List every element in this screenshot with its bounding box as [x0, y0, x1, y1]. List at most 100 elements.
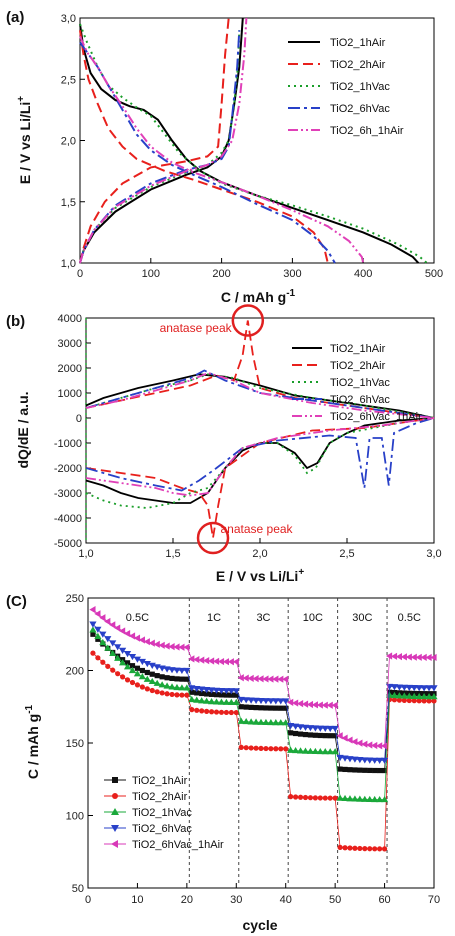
data-point [164, 675, 170, 681]
rate-label: 1C [207, 612, 221, 624]
data-point [120, 674, 126, 680]
y-tick-label: 50 [72, 883, 84, 895]
panel-a-series [79, 17, 428, 264]
data-point [158, 681, 166, 688]
data-point [163, 666, 171, 673]
data-point [425, 685, 433, 692]
panel-c: (C) 0 10 20 30 40 50 60 70 50 100 150 200 250 0.5C 1… [6, 593, 440, 933]
data-point [272, 719, 280, 726]
y-tick-label: 100 [66, 811, 84, 823]
data-point [153, 640, 160, 648]
data-point [283, 746, 289, 752]
data-point [326, 748, 334, 755]
data-point [109, 640, 117, 647]
data-point [198, 697, 206, 704]
data-point [217, 687, 226, 695]
data-point [415, 653, 422, 661]
data-point [149, 671, 155, 677]
data-point [217, 698, 226, 705]
data-point [179, 676, 185, 682]
panel-c-y-label: C / mAh g-1 [24, 704, 41, 779]
panel-c-x-label: cycle [242, 917, 277, 933]
panel-a-frame [79, 17, 435, 264]
data-point [337, 766, 343, 772]
annotation-label: anatase peak [160, 321, 233, 335]
y-tick-label: -5000 [54, 538, 82, 550]
data-point [212, 657, 220, 665]
data-point [247, 674, 254, 682]
series-markers-TiO2_1hAir [90, 631, 437, 774]
data-point [237, 674, 244, 682]
data-point [287, 698, 294, 706]
data-point [237, 717, 245, 724]
x-tick-label: 10 [131, 894, 143, 906]
panel-b-y-ticks: -5000 -4000 -3000 -2000 -1000 0 1000 2000 3000 40… [54, 313, 91, 550]
data-point [252, 675, 259, 683]
data-point [405, 684, 413, 692]
data-point [342, 766, 348, 773]
data-point [376, 757, 384, 764]
data-point [183, 667, 191, 675]
panel-b-series [85, 318, 435, 543]
data-point [262, 675, 269, 683]
data-point [371, 757, 379, 764]
data-point [336, 732, 343, 740]
data-point [390, 652, 398, 660]
data-point [366, 741, 373, 749]
data-point [262, 698, 270, 705]
data-point [376, 795, 384, 803]
data-point [227, 698, 235, 705]
data-point [194, 690, 200, 696]
data-point [123, 651, 132, 658]
y-tick-label: 1,5 [61, 197, 76, 209]
data-point [104, 636, 112, 643]
legend-item: TiO2_1hAir [132, 775, 188, 787]
data-point [431, 698, 437, 704]
data-point [307, 732, 314, 738]
data-point [138, 673, 146, 680]
data-point [144, 686, 150, 692]
y-tick-label: 1000 [58, 388, 82, 400]
data-point [346, 756, 354, 763]
y-tick-label: 0 [76, 413, 82, 425]
data-point [302, 794, 309, 801]
x-tick-label: 50 [329, 894, 341, 906]
legend-item: TiO2_2hAir [132, 791, 188, 803]
data-point [321, 748, 329, 755]
data-point [212, 698, 221, 705]
y-tick-label: 150 [66, 738, 84, 750]
data-point [390, 684, 399, 691]
data-point [307, 795, 314, 801]
data-point [273, 746, 279, 752]
series-line-TiO2_6h_1hAir-charge [79, 17, 248, 264]
x-tick-label: 100 [142, 268, 160, 280]
data-point [356, 739, 363, 747]
data-point [367, 767, 373, 774]
data-point [257, 718, 265, 725]
data-point [361, 740, 368, 748]
y-tick-label: 1,0 [61, 258, 76, 270]
data-point [203, 687, 211, 694]
data-point [228, 709, 234, 716]
x-tick-label: 1,5 [165, 548, 180, 560]
data-point [381, 767, 388, 774]
data-point [331, 748, 339, 755]
data-point [411, 698, 417, 704]
data-point [198, 656, 205, 664]
series-line-TiO2_2hAir-discharge [79, 30, 329, 264]
data-point [430, 685, 438, 692]
data-point [283, 705, 289, 711]
annotation-label: anatase peak [220, 522, 293, 536]
data-point [243, 704, 249, 710]
data-point [361, 795, 369, 802]
data-point [258, 745, 264, 752]
data-point [410, 653, 417, 661]
data-point [199, 690, 205, 697]
data-point [128, 632, 136, 640]
data-point [347, 845, 353, 851]
data-point [426, 698, 432, 704]
data-point [376, 742, 383, 750]
data-point [326, 725, 334, 733]
data-point [327, 795, 333, 801]
